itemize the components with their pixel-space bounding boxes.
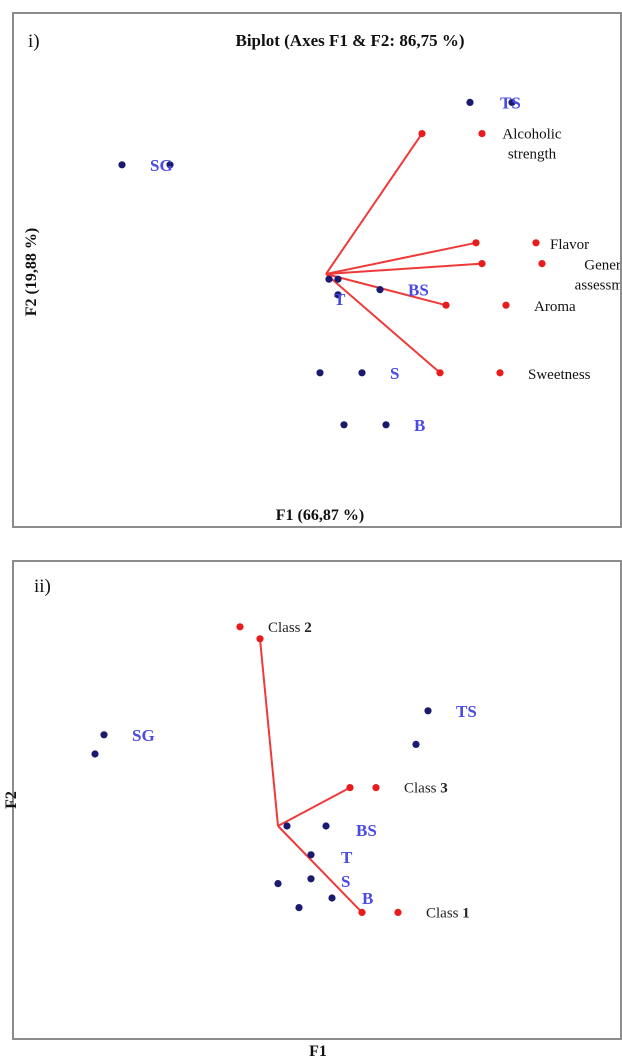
observation-point-ts xyxy=(424,707,432,715)
vector-tip-point-1 xyxy=(346,784,354,792)
observation-point-extra-1 xyxy=(166,161,174,169)
observation-point-extra-0 xyxy=(412,740,420,748)
vector-tip-point-0 xyxy=(256,635,264,643)
variable-point-0 xyxy=(478,130,486,138)
observation-point-extra-4 xyxy=(295,904,303,912)
observation-point-extra-2 xyxy=(325,275,333,283)
variable-point-1 xyxy=(532,239,540,247)
chart-title-i: Biplot (Axes F1 & F2: 86,75 %) xyxy=(235,31,464,50)
panel-tag-ii: ii) xyxy=(34,576,51,597)
observation-label-sg: SG xyxy=(132,726,155,745)
observation-point-extra-1 xyxy=(91,750,99,758)
variable-label-4: Sweetness xyxy=(528,367,591,383)
vector-tip-point-2 xyxy=(478,260,486,268)
vector-line-2 xyxy=(277,825,363,914)
vector-line-2 xyxy=(325,262,483,275)
observation-label-s: S xyxy=(390,364,399,383)
biplot-panel-i: i) Biplot (Axes F1 & F2: 86,75 %) F1 (66… xyxy=(12,12,622,528)
observation-point-b xyxy=(328,894,336,902)
observation-label-ts: TS xyxy=(500,93,521,112)
observation-point-s xyxy=(307,875,315,883)
observation-point-sg xyxy=(100,731,108,739)
variable-label-3: Aroma xyxy=(534,299,576,315)
class-label-1: Class 2 xyxy=(268,620,312,636)
variable-point-4 xyxy=(496,369,504,377)
vector-tip-point-0 xyxy=(418,130,426,138)
observation-label-bs: BS xyxy=(356,821,377,840)
observation-point-sg xyxy=(118,161,126,169)
variable-label-0: Alcoholic strength xyxy=(502,127,561,163)
vector-line-1 xyxy=(325,241,477,275)
observation-point-extra-0 xyxy=(508,98,516,106)
observation-label-b: B xyxy=(414,416,425,435)
observation-point-b xyxy=(382,421,390,429)
vector-tip-point-2 xyxy=(358,908,366,916)
class-point-1 xyxy=(236,623,244,631)
vector-tip-point-3 xyxy=(442,301,450,309)
observation-point-s xyxy=(358,369,366,377)
x-axis-label-i: F1 (66,87 %) xyxy=(276,507,364,524)
observation-point-extra-4 xyxy=(316,369,324,377)
vector-line-1 xyxy=(277,786,351,827)
observation-point-extra-5 xyxy=(340,421,348,429)
vector-line-4 xyxy=(325,273,441,374)
vector-tip-point-4 xyxy=(436,369,444,377)
observation-label-bs: BS xyxy=(408,281,429,300)
biplot-i-svg: i) Biplot (Axes F1 & F2: 86,75 %) F1 (66… xyxy=(23,31,620,524)
observation-point-ts xyxy=(466,98,474,106)
vector-line-0 xyxy=(325,133,423,275)
observation-point-extra-3 xyxy=(274,880,282,888)
variable-point-2 xyxy=(538,260,546,268)
plot-area-i: TSSGBSTSBAlcoholicstrengthFlavorGenerala… xyxy=(118,93,620,435)
variable-point-3 xyxy=(502,301,510,309)
class-point-3 xyxy=(394,908,402,916)
observation-point-bs xyxy=(322,822,330,830)
vector-tip-point-1 xyxy=(472,239,480,247)
biplot-panel-ii: ii) TS SG BS T S B Class 2 Class 3 Class 1 xyxy=(12,560,622,1040)
variable-label-1: Flavor xyxy=(550,237,589,253)
vector-line-3 xyxy=(325,273,447,307)
observation-label-t: T xyxy=(334,290,346,309)
variable-label-2: Generalassessment xyxy=(575,258,620,294)
observation-point-extra-2 xyxy=(283,822,291,830)
observation-label-b: B xyxy=(362,889,373,908)
observation-label-s: S xyxy=(341,872,350,891)
observation-point-bs xyxy=(376,286,384,294)
observation-label-ts: TS xyxy=(456,702,477,721)
class-point-2 xyxy=(372,784,380,792)
observation-point-extra-3 xyxy=(334,275,342,283)
x-axis-label-ii: F1 xyxy=(309,1043,327,1060)
observation-point-t xyxy=(307,851,315,859)
observation-point-t xyxy=(334,291,342,299)
class-label-2: Class 3 xyxy=(404,781,448,797)
y-axis-label-i: F2 (19,88 %) xyxy=(23,228,40,316)
class-label-3: Class 1 xyxy=(426,905,470,921)
observation-label-sg: SG xyxy=(150,156,173,175)
vector-line-0 xyxy=(259,638,279,827)
observation-label-t: T xyxy=(341,848,353,867)
panel-tag-i: i) xyxy=(28,31,40,52)
